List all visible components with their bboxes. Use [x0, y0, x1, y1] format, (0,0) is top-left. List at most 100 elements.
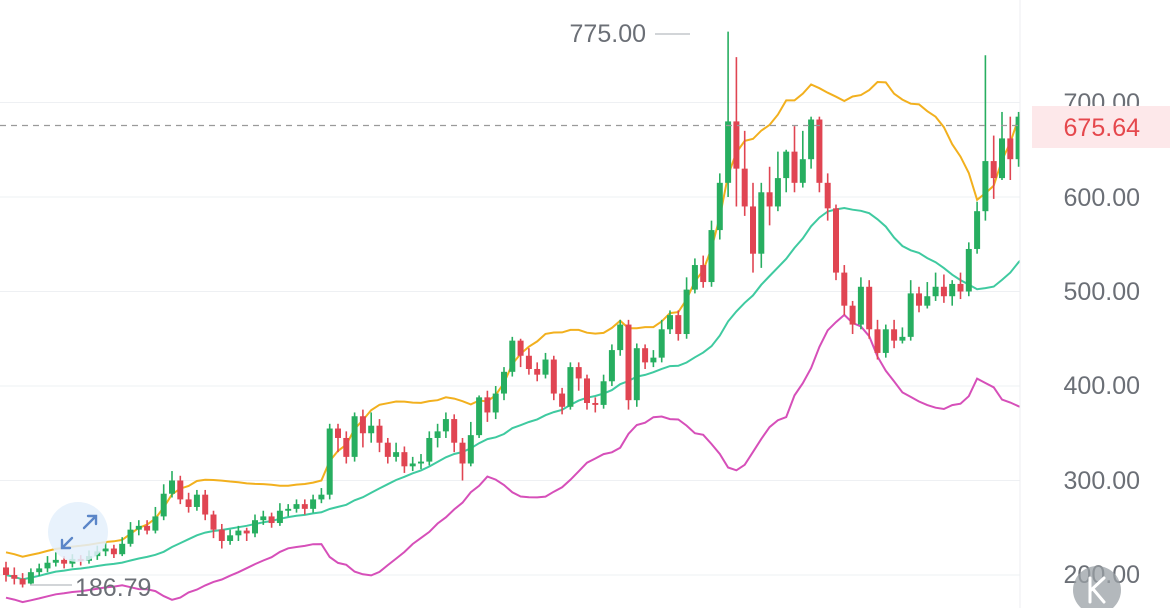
candle-body	[144, 525, 151, 531]
candle-body	[384, 442, 391, 457]
candle-body	[227, 535, 234, 541]
candle-up	[783, 149, 790, 193]
candle-body	[193, 494, 200, 507]
candle-body	[990, 161, 997, 179]
candle-up	[310, 494, 317, 513]
candle-body	[434, 431, 441, 438]
candle-body	[418, 461, 424, 464]
candle-up	[999, 111, 1005, 180]
candle-up	[667, 310, 673, 335]
candle-up	[492, 386, 499, 420]
candle-up	[882, 324, 889, 358]
expand-chart-button[interactable]	[48, 502, 108, 562]
candle-body	[351, 416, 358, 457]
candle-body	[152, 516, 159, 531]
candle-body	[11, 575, 18, 579]
candle-up	[617, 319, 624, 356]
candle-up	[409, 456, 416, 472]
candle-body	[791, 151, 798, 183]
candle-down	[833, 204, 839, 281]
candle-body	[725, 121, 732, 183]
candle-body	[276, 510, 283, 524]
candle-body	[517, 340, 524, 356]
candle-body	[891, 329, 898, 341]
candle-down	[19, 573, 26, 588]
candle-up	[127, 522, 134, 547]
candle-up	[974, 201, 981, 254]
candle-body	[534, 368, 541, 375]
candle-up	[650, 350, 657, 368]
candle-up	[924, 282, 931, 309]
candle-body	[135, 525, 142, 530]
candle-body	[376, 425, 383, 443]
candle-up	[567, 362, 574, 410]
candle-body	[52, 559, 59, 563]
candle-up	[608, 344, 615, 386]
candle-body	[235, 530, 242, 536]
watermark-logo-badge	[1073, 566, 1121, 608]
candle-body	[716, 182, 723, 231]
candle-body	[102, 548, 109, 552]
candle-body	[127, 529, 134, 544]
candle-body	[559, 393, 566, 407]
candle-up	[434, 423, 441, 448]
middle-band-line	[5, 198, 1070, 581]
current-price-label: 675.64	[1064, 114, 1141, 142]
candle-down	[891, 319, 898, 349]
max-price-label: 775.00	[570, 20, 646, 48]
candle-up	[293, 499, 300, 513]
expand-button-background[interactable]	[48, 502, 108, 562]
candle-body	[584, 378, 590, 404]
candle-body	[774, 178, 781, 207]
extreme-markers: 775.00 186.79	[30, 20, 690, 602]
candle-down	[376, 419, 383, 453]
candle-body	[310, 499, 317, 509]
candle-down	[584, 374, 590, 410]
candle-body	[393, 452, 400, 457]
candle-down	[741, 130, 748, 216]
candle-body	[625, 324, 632, 401]
candle-body	[243, 530, 250, 534]
candle-up	[725, 31, 732, 197]
candle-body	[949, 283, 956, 297]
candle-body	[700, 265, 707, 283]
candle-up	[36, 563, 43, 576]
candle-body	[44, 562, 51, 569]
candle-up	[276, 503, 283, 526]
candle-body	[318, 494, 325, 500]
candle-down	[957, 272, 964, 300]
candle-body	[808, 119, 815, 160]
candle-down	[335, 423, 341, 453]
candle-body	[965, 248, 972, 292]
candle-body	[600, 381, 607, 405]
candle-up	[169, 471, 175, 498]
candle-body	[185, 499, 192, 507]
candle-body	[252, 520, 258, 534]
candle-body	[816, 119, 823, 183]
candle-body	[675, 315, 682, 335]
candle-body	[476, 397, 483, 436]
candle-up	[44, 556, 51, 573]
candle-body	[633, 348, 640, 401]
candle-up	[600, 374, 607, 409]
candle-up	[351, 412, 358, 462]
candle-up	[260, 510, 267, 525]
candle-body	[982, 161, 989, 212]
expand-arrows-icon[interactable]	[60, 514, 98, 550]
candle-up	[318, 488, 325, 504]
candle-down	[144, 520, 151, 535]
candle-body	[750, 206, 756, 254]
candle-body	[3, 567, 9, 575]
candle-body	[525, 355, 532, 369]
candle-down	[550, 355, 557, 401]
axis-background	[1020, 0, 1170, 608]
candle-down	[534, 362, 541, 382]
candle-body	[343, 437, 350, 457]
candle-down	[866, 280, 873, 339]
candle-down	[700, 255, 707, 288]
candle-up	[501, 367, 507, 401]
candle-up	[252, 514, 258, 538]
candle-body	[608, 350, 615, 382]
candle-body	[467, 435, 474, 464]
candle-body	[1015, 116, 1022, 160]
